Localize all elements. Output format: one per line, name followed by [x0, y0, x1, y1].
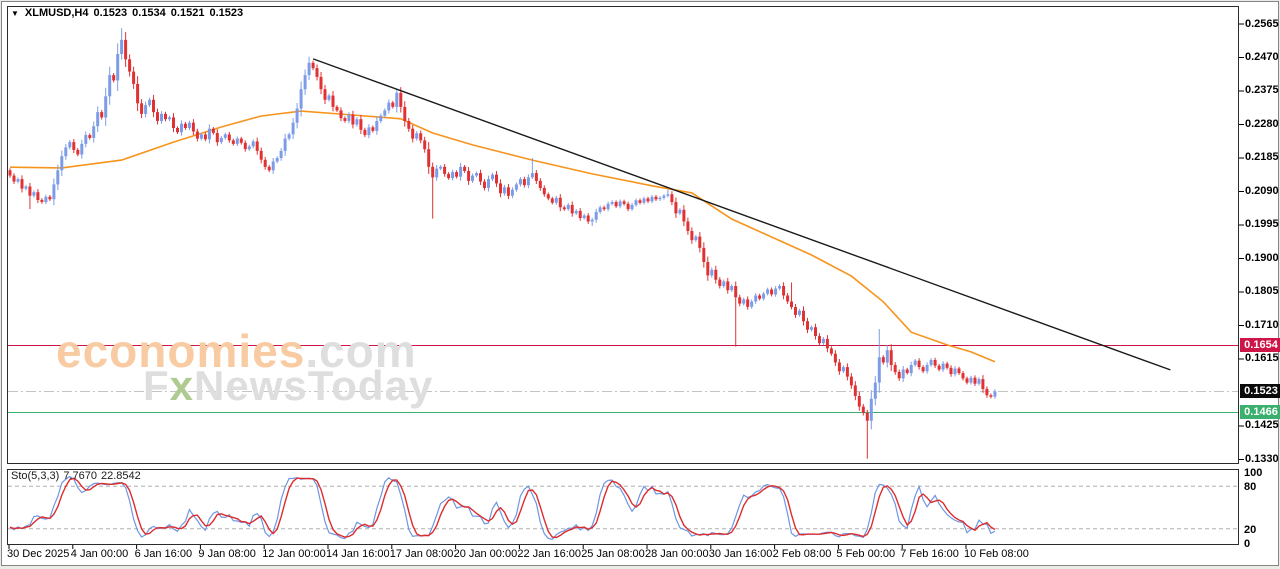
chart-dropdown-icon[interactable]: ▼ [11, 9, 19, 18]
time-axis-label: 5 Feb 00:00 [836, 548, 896, 560]
symbol-period-label: XLMUSD,H4 [24, 7, 89, 19]
ohlc-low: 0.1521 [170, 7, 205, 19]
price-axis-label: 0.2375 [1245, 84, 1279, 97]
stochastic-d-value: 22.8542 [100, 470, 141, 482]
price-axis-label: 0.1805 [1245, 285, 1279, 298]
price-badge-support: 0.1466 [1240, 404, 1280, 419]
time-axis-label: 7 Feb 16:00 [900, 548, 959, 560]
time-axis-ticks [8, 545, 967, 549]
watermark-subbrand: FxNewsToday [143, 362, 434, 409]
watermark-brand-tld: .com [305, 325, 417, 377]
stochastic-layer[interactable] [8, 475, 1238, 540]
price-axis-ticks [1239, 23, 1244, 460]
horizontal-level-lines [8, 345, 1238, 413]
time-axis-label: 2 Feb 08:00 [772, 548, 832, 560]
ohlc-open: 0.1523 [93, 7, 128, 19]
stochastic-indicator-label: Sto(5,3,3) 7.7670 22.8542 [11, 470, 145, 482]
price-axis-label: 0.1995 [1245, 218, 1279, 231]
price-axis-label: 0.2280 [1245, 117, 1279, 130]
price-axis-label: 0.2565 [1245, 17, 1279, 30]
time-axis-label: 17 Jan 08:00 [389, 548, 454, 560]
trendline-layer [312, 58, 1171, 371]
time-axis-label: 30 Dec 2025 [7, 548, 70, 560]
time-axis-label: 4 Jan 00:00 [70, 548, 129, 560]
price-axis-label: 0.1615 [1245, 352, 1279, 365]
time-axis-label: 30 Jan 16:00 [708, 548, 773, 560]
price-axis-label: 0.2090 [1245, 184, 1279, 197]
sto-axis-label: 100 [1244, 467, 1263, 479]
time-axis-label: 6 Jan 16:00 [134, 548, 193, 560]
sto-axis-label: 80 [1244, 481, 1257, 494]
price-badge-current: 0.1523 [1240, 384, 1280, 399]
time-axis-label: 28 Jan 00:00 [645, 548, 709, 560]
watermark-brand-name: economies [56, 325, 306, 377]
watermark-brand: economies.com [56, 324, 417, 378]
price-axis-label: 0.1710 [1245, 318, 1279, 331]
sto-axis-label: 0 [1244, 538, 1251, 550]
sto-axis-label: 20 [1244, 523, 1257, 536]
price-badge-resistance: 0.1654 [1240, 338, 1280, 353]
price-axis-label: 0.1900 [1245, 251, 1279, 264]
time-axis-label: 25 Jan 08:00 [581, 548, 645, 560]
time-axis-label: 20 Jan 00:00 [453, 548, 518, 560]
ohlc-high: 0.1534 [132, 7, 166, 19]
stochastic-d-line [9, 477, 996, 539]
stochastic-name: Sto(5,3,3) [11, 470, 60, 482]
descending-trendline[interactable] [312, 58, 1171, 371]
time-axis-label: 14 Jan 16:00 [326, 548, 390, 560]
stochastic-k-value: 7.7670 [63, 470, 97, 482]
price-axis-label: 0.1330 [1245, 452, 1279, 465]
panel-borders [7, 6, 1239, 545]
time-axis-label: 22 Jan 16:00 [517, 548, 582, 560]
price-axis-label: 0.1425 [1245, 419, 1279, 432]
candles-layer [8, 28, 997, 459]
price-axis-label: 0.2185 [1245, 151, 1279, 164]
symbol-info-bar: ▼ XLMUSD,H4 0.1523 0.1534 0.1521 0.1523 [11, 7, 243, 19]
time-axis-label: 12 Jan 00:00 [262, 548, 326, 560]
price-axis-label: 0.2470 [1245, 50, 1279, 63]
ohlc-close: 0.1523 [209, 7, 244, 19]
time-axis-label: 10 Feb 08:00 [964, 548, 1029, 560]
time-axis-label: 9 Jan 08:00 [198, 548, 256, 560]
